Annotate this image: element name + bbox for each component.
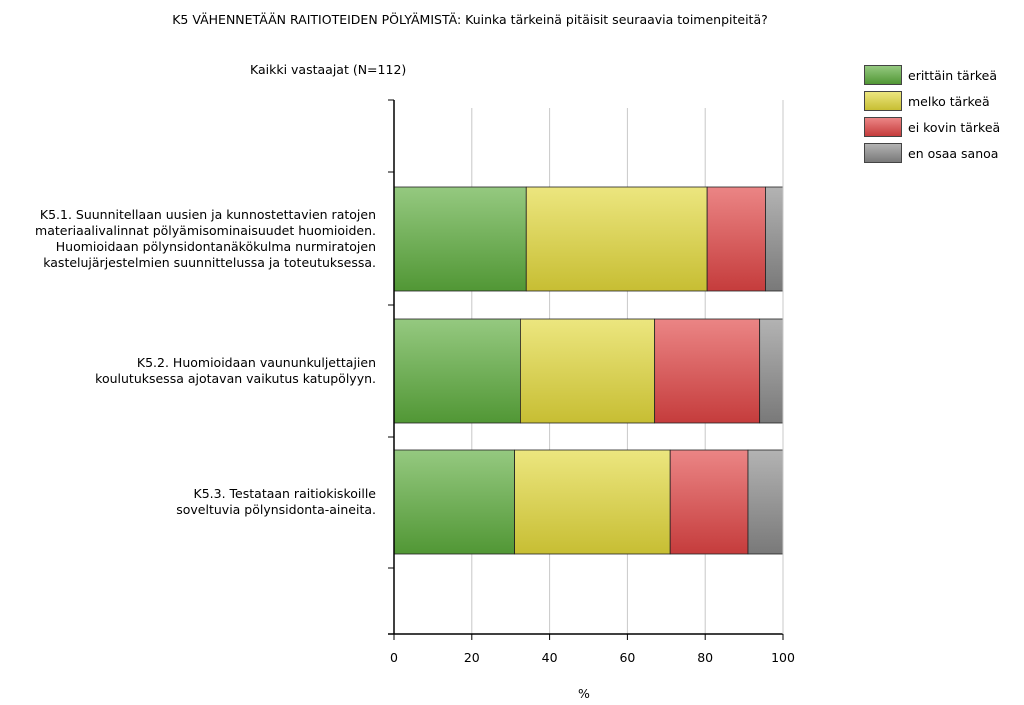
legend-item: melko tärkeä bbox=[864, 88, 1000, 114]
category-label-line: materiaalivalinnat pölyämisominaisuudet … bbox=[35, 223, 376, 238]
bar-segment bbox=[747, 449, 784, 555]
bar-segment bbox=[393, 186, 527, 292]
x-tick-label: 60 bbox=[619, 650, 635, 665]
bar-segment bbox=[759, 318, 784, 424]
category-label: K5.1. Suunnitellaan uusien ja kunnostett… bbox=[0, 207, 376, 271]
bar-segment bbox=[525, 186, 708, 292]
legend-label: melko tärkeä bbox=[908, 93, 990, 109]
legend-item: erittäin tärkeä bbox=[864, 62, 1000, 88]
chart-subtitle: Kaikki vastaajat (N=112) bbox=[250, 62, 407, 77]
legend-label: ei kovin tärkeä bbox=[908, 119, 1001, 135]
legend-label: en osaa sanoa bbox=[908, 145, 999, 161]
category-label-line: soveltuvia pölynsidonta-aineita. bbox=[176, 502, 376, 517]
category-label: K5.2. Huomioidaan vaununkuljettajien koul… bbox=[0, 355, 376, 387]
bar-segment bbox=[765, 186, 784, 292]
chart-title: K5 VÄHENNETÄÄN RAITIOTEIDEN PÖLYÄMISTÄ: … bbox=[172, 12, 768, 27]
category-label-line: K5.1. Suunnitellaan uusien ja kunnostett… bbox=[39, 207, 376, 222]
bar-segment bbox=[393, 449, 515, 555]
legend-item: ei kovin tärkeä bbox=[864, 114, 1000, 140]
legend: erittäin tärkeä melko tärkeä ei kovin tärk… bbox=[864, 62, 1000, 166]
x-axis-label: % bbox=[578, 686, 590, 701]
bar-segment bbox=[514, 449, 671, 555]
category-label-line: K5.3. Testataan raitiokiskoille bbox=[193, 486, 376, 501]
bar-segment bbox=[654, 318, 761, 424]
category-label-line: kastelujärjestelmien suunnittelussa ja t… bbox=[43, 255, 376, 270]
category-label-line: koulutuksessa ajotavan vaikutus katupöly… bbox=[95, 371, 376, 386]
legend-swatch bbox=[864, 65, 902, 85]
x-tick-label: 40 bbox=[542, 650, 558, 665]
x-tick-label: 20 bbox=[464, 650, 480, 665]
category-label: K5.3. Testataan raitiokiskoille soveltuvi… bbox=[0, 486, 376, 518]
legend-item: en osaa sanoa bbox=[864, 140, 1000, 166]
category-label-line: K5.2. Huomioidaan vaununkuljettajien bbox=[136, 355, 376, 370]
legend-swatch bbox=[864, 91, 902, 111]
legend-swatch bbox=[864, 117, 902, 137]
bar-segment bbox=[669, 449, 749, 555]
bar-segment bbox=[520, 318, 656, 424]
category-label-line: Huomioidaan pölynsidontanäkökulma nurmir… bbox=[55, 239, 376, 254]
bar-segment bbox=[393, 318, 521, 424]
legend-label: erittäin tärkeä bbox=[908, 67, 997, 83]
bar-segment bbox=[706, 186, 766, 292]
x-tick-label: 0 bbox=[390, 650, 398, 665]
x-tick-label: 80 bbox=[697, 650, 713, 665]
legend-swatch bbox=[864, 143, 902, 163]
x-tick-label: 100 bbox=[771, 650, 795, 665]
